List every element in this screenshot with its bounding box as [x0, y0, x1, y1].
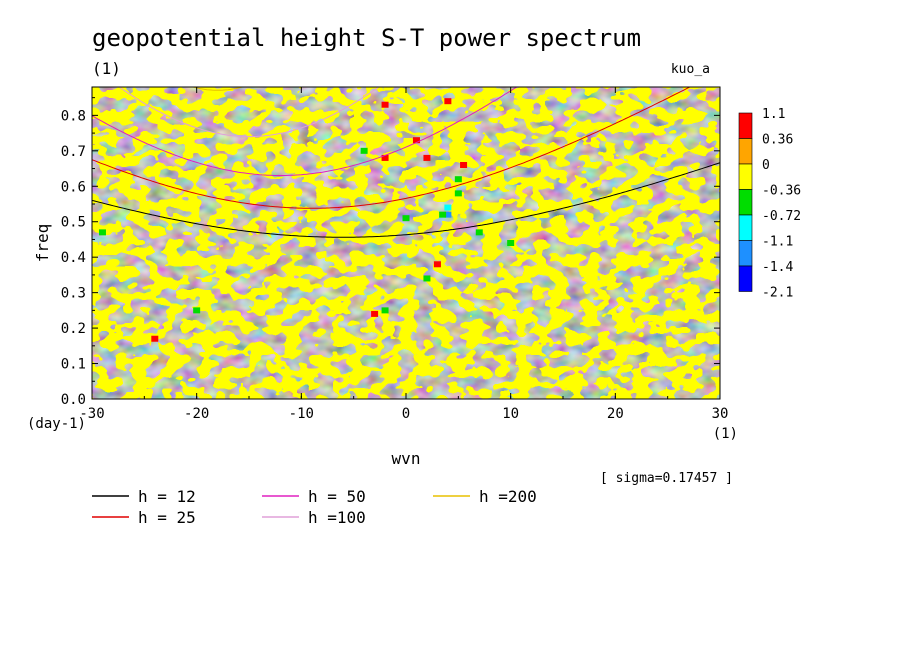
x-tick-label: 30 — [712, 406, 729, 422]
colorbar-swatch-3 — [738, 189, 753, 216]
colorbar-label-5: -1.1 — [762, 235, 793, 250]
y-tick-label: 0.3 — [61, 286, 86, 302]
x-tick-label: 10 — [502, 406, 519, 422]
y-axis: 0.0 0.1 0.2 0.3 0.4 0.5 0.6 0.7 0.8 — [61, 97, 720, 408]
anomaly-patch-4 — [454, 176, 462, 183]
anomaly-patch-8 — [433, 261, 441, 268]
y-unit-label: (day-1) — [27, 416, 86, 432]
x-tick-label: -30 — [79, 406, 104, 422]
anomaly-patch-2 — [439, 211, 447, 218]
anomaly-patch-19 — [381, 307, 389, 314]
anomaly-patch-9 — [371, 310, 379, 317]
anomaly-patch-0 — [444, 211, 452, 218]
legend-label-1: h = 25 — [138, 508, 196, 527]
anomaly-patch-16 — [98, 229, 106, 236]
x-tick-label: -10 — [289, 406, 314, 422]
anomaly-patch-15 — [402, 215, 410, 222]
legend-label-4: h =200 — [479, 487, 537, 506]
curve-12-branch-1 — [92, 162, 720, 238]
y-tick-label: 0.2 — [61, 321, 86, 337]
x-axis-label: wvn — [392, 449, 421, 468]
x-axis: -30 -20 -10 0 10 20 30 — [79, 87, 728, 422]
x-tick-label: 20 — [607, 406, 624, 422]
plot-area — [92, 0, 720, 399]
y-tick-label: 0.5 — [61, 215, 86, 231]
curve-25-branch-1 — [92, 87, 691, 209]
y-axis-label: freq — [33, 224, 52, 263]
anomaly-patch-7 — [460, 162, 468, 168]
colorbar-label-7: -2.1 — [762, 286, 793, 301]
colorbar: 1.1 0.36 0 -0.36 -0.72 -1.1 -1.4 -2.1 — [738, 107, 801, 301]
colorbar-label-0: 1.1 — [762, 107, 785, 122]
colorbar-label-6: -1.4 — [762, 260, 793, 275]
y-tick-label: 0.8 — [61, 108, 86, 124]
anomaly-patch-13 — [151, 335, 159, 342]
anomaly-patch-17 — [507, 240, 515, 246]
chart-title: geopotential height S-T power spectrum — [92, 24, 641, 52]
curve-12-branch-0 — [92, 0, 720, 2]
curve-50-branch-1 — [92, 87, 518, 176]
anomaly-patch-18 — [475, 229, 483, 236]
anomaly-patch-6 — [423, 154, 431, 161]
heatmap-positive-field — [92, 87, 720, 399]
anomaly-patch-3 — [454, 190, 462, 197]
sigma-text: [ sigma=0.17457 ] — [600, 471, 733, 486]
x-unit-label: (1) — [713, 426, 738, 442]
legend: h = 12 h = 25 h = 50 h =100 h =200 — [92, 487, 537, 527]
anomaly-patch-21 — [360, 147, 368, 154]
y-tick-label: 0.6 — [61, 179, 86, 195]
y-tick-label: 0.1 — [61, 357, 86, 373]
curve-100-branch-1 — [118, 87, 380, 138]
x-tick-label: 0 — [402, 406, 410, 422]
heatmap-anomalies — [98, 98, 515, 342]
x-tick-label: -20 — [184, 406, 209, 422]
colorbar-label-3: -0.36 — [762, 184, 801, 199]
anomaly-patch-11 — [381, 101, 389, 108]
colorbar-swatch-2 — [738, 163, 753, 190]
anomaly-patch-5 — [412, 137, 420, 144]
anomaly-patch-12 — [444, 98, 452, 105]
anomaly-patch-14 — [423, 275, 431, 282]
anomaly-patch-20 — [193, 307, 201, 314]
colorbar-swatch-5 — [738, 240, 753, 267]
colorbar-label-4: -0.72 — [762, 209, 801, 224]
y-tick-label: 0.0 — [61, 392, 86, 408]
experiment-label: kuo_a — [671, 62, 710, 77]
y-tick-label: 0.7 — [61, 144, 86, 160]
colorbar-swatch-4 — [738, 214, 753, 241]
colorbar-swatch-1 — [738, 138, 753, 165]
anomaly-patch-1 — [444, 204, 452, 211]
chart-subtitle: (1) — [92, 59, 121, 78]
legend-label-2: h = 50 — [308, 487, 366, 506]
anomaly-patch-10 — [381, 154, 389, 161]
legend-label-3: h =100 — [308, 508, 366, 527]
colorbar-label-1: 0.36 — [762, 133, 793, 148]
colorbar-swatch-0 — [738, 112, 753, 139]
colorbar-swatch-6 — [738, 265, 753, 292]
legend-label-0: h = 12 — [138, 487, 196, 506]
y-tick-label: 0.4 — [61, 250, 86, 266]
colorbar-label-2: 0 — [762, 158, 770, 173]
